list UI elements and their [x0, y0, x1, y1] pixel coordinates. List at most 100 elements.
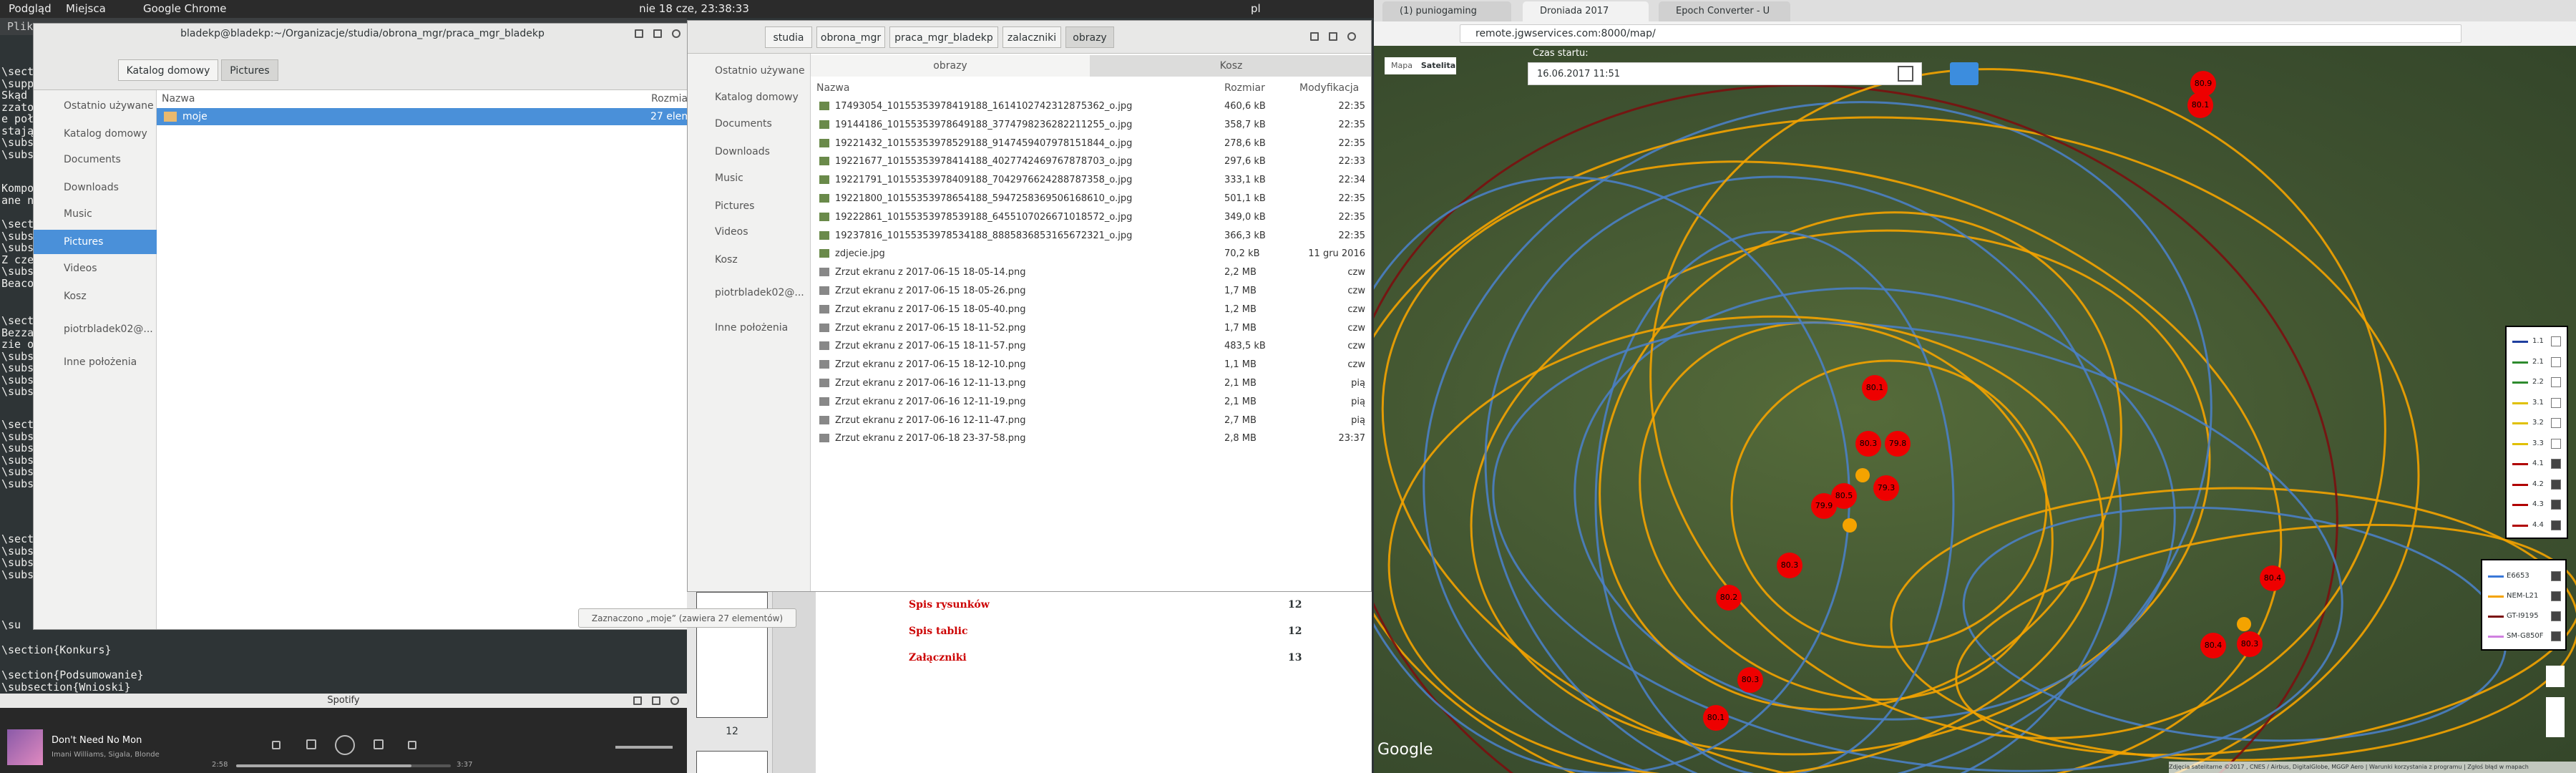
device-checkbox[interactable]: [2551, 591, 2561, 601]
sidebar-item[interactable]: Ostatnio używane: [64, 100, 154, 112]
sidebar-item[interactable]: Kosz: [64, 291, 87, 302]
file-row[interactable]: Zrzut ekranu z 2017-06-15 18-05-26.png 1,…: [811, 282, 1371, 300]
sidebar-item[interactable]: Videos: [715, 226, 748, 238]
sidebar-item[interactable]: piotrbladek02@...: [64, 324, 153, 335]
layer-checkbox[interactable]: [2551, 356, 2561, 367]
sidebar-item[interactable]: Documents: [64, 154, 121, 165]
track-artist[interactable]: Imani Williams, Sigala, Blonde: [52, 751, 160, 759]
map-marker[interactable]: 80.3: [1777, 553, 1802, 578]
file-row[interactable]: Zrzut ekranu z 2017-06-16 12-11-13.png 2,…: [811, 374, 1371, 392]
column-header[interactable]: Rozmiar: [1224, 82, 1265, 94]
map-marker[interactable]: 80.9: [2190, 71, 2216, 97]
window-min[interactable]: [635, 29, 643, 38]
layer-checkbox[interactable]: [2551, 520, 2561, 530]
window-max[interactable]: [652, 696, 660, 705]
file-row[interactable]: Zrzut ekranu z 2017-06-16 12-11-47.png 2,…: [811, 412, 1371, 429]
sidebar-item[interactable]: Pictures: [34, 230, 157, 254]
sidebar-item[interactable]: Music: [64, 208, 92, 220]
column-header[interactable]: Nazwa: [816, 82, 850, 94]
path-button[interactable]: Katalog domowy: [118, 59, 218, 81]
path-button[interactable]: obrazy: [1065, 26, 1114, 48]
path-button[interactable]: zalaczniki: [1002, 26, 1061, 48]
file-row[interactable]: 19221677_10155353978414188_4027742469767…: [811, 152, 1371, 170]
window-close[interactable]: [672, 29, 680, 38]
window-max[interactable]: [653, 29, 662, 38]
path-button[interactable]: studia: [765, 26, 812, 48]
map-marker[interactable]: 79.3: [1873, 475, 1899, 501]
volume-bar[interactable]: [615, 746, 673, 749]
file-row[interactable]: zdjecie.jpg 70,2 kB 11 gru 2016: [811, 245, 1371, 263]
layer-checkbox[interactable]: [2551, 418, 2561, 428]
sidebar-item[interactable]: Downloads: [64, 182, 119, 193]
layer-checkbox[interactable]: [2551, 459, 2561, 469]
file-row[interactable]: Zrzut ekranu z 2017-06-15 18-11-57.png 48…: [811, 337, 1371, 355]
sidebar-item[interactable]: Katalog domowy: [64, 128, 147, 140]
file-row[interactable]: Zrzut ekranu z 2017-06-15 18-05-40.png 1,…: [811, 301, 1371, 319]
calendar-button[interactable]: [1898, 66, 1913, 82]
track-title[interactable]: Don't Need No Mon: [52, 735, 142, 746]
map-marker[interactable]: 80.3: [1737, 667, 1763, 693]
player-control[interactable]: [408, 741, 416, 749]
map-type-button[interactable]: Mapa: [1391, 61, 1413, 70]
browser-tab[interactable]: (1) puniogaming: [1382, 1, 1511, 21]
device-checkbox[interactable]: [2551, 631, 2561, 641]
sidebar-item[interactable]: Videos: [64, 263, 97, 274]
device-checkbox[interactable]: [2551, 611, 2561, 621]
file-row[interactable]: 17493054_10155353978419188_1614102742312…: [811, 97, 1371, 115]
browser-tab[interactable]: Droniada 2017: [1523, 1, 1649, 21]
tab[interactable]: Kosz: [1090, 55, 1371, 77]
sidebar-item[interactable]: Documents: [715, 118, 772, 130]
sidebar-item[interactable]: Pictures: [715, 200, 755, 212]
player-control[interactable]: [374, 739, 384, 749]
map-marker[interactable]: 80.5: [1831, 483, 1857, 509]
file-row[interactable]: 19222861_10155353978539188_6455107026671…: [811, 208, 1371, 226]
browser-tab[interactable]: Epoch Converter - U: [1659, 1, 1790, 21]
window-close[interactable]: [670, 696, 679, 705]
zoom-control[interactable]: [2546, 697, 2565, 737]
layer-checkbox[interactable]: [2551, 397, 2561, 408]
pegman[interactable]: [2546, 666, 2565, 687]
map-marker[interactable]: 80.2: [1716, 585, 1742, 611]
layer-checkbox[interactable]: [2551, 377, 2561, 387]
layer-checkbox[interactable]: [2551, 479, 2561, 490]
tab[interactable]: obrazy: [811, 55, 1090, 77]
clock[interactable]: nie 18 cze, 23:38:33: [639, 2, 749, 15]
map-marker[interactable]: 79.8: [1885, 431, 1911, 457]
file-row[interactable]: 19221791_10155353978409188_7042976624288…: [811, 171, 1371, 189]
sidebar-item[interactable]: Katalog domowy: [715, 92, 799, 103]
path-button[interactable]: Pictures: [221, 59, 278, 81]
map-marker[interactable]: 80.1: [1862, 375, 1888, 401]
file-row[interactable]: 19221432_10155353978529188_9147459407978…: [811, 135, 1371, 152]
layer-checkbox[interactable]: [2551, 438, 2561, 449]
file-row[interactable]: Zrzut ekranu z 2017-06-18 23-37-58.png 2,…: [811, 429, 1371, 447]
map-marker[interactable]: 80.4: [2200, 633, 2226, 658]
file-row[interactable]: Zrzut ekranu z 2017-06-15 18-12-10.png 1,…: [811, 356, 1371, 374]
sidebar-item[interactable]: piotrbladek02@...: [715, 287, 804, 298]
top-menu[interactable]: Podgląd: [9, 2, 52, 15]
sidebar-item[interactable]: Inne położenia: [64, 356, 137, 368]
path-button[interactable]: praca_mgr_bladekp: [889, 26, 998, 48]
url[interactable]: remote.jgwservices.com:8000/map/: [1475, 28, 1656, 39]
top-menu[interactable]: Google Chrome: [143, 2, 227, 15]
sidebar-item[interactable]: Inne położenia: [715, 322, 789, 334]
column-header[interactable]: Modyfikacja: [1299, 82, 1360, 94]
player-control[interactable]: [272, 741, 280, 749]
map-marker[interactable]: 80.1: [1703, 705, 1729, 731]
file-row[interactable]: 19237816_10155353978534188_8885836853165…: [811, 227, 1371, 245]
file-row[interactable]: Zrzut ekranu z 2017-06-15 18-05-14.png 2,…: [811, 263, 1371, 281]
sidebar-item[interactable]: Ostatnio używane: [715, 65, 805, 77]
file-row[interactable]: 19144186_10155353978649188_3774798236282…: [811, 116, 1371, 134]
file-row[interactable]: moje 27 elem: [157, 108, 690, 125]
address-bar[interactable]: [1460, 24, 2462, 43]
keyboard-layout[interactable]: pl: [1251, 2, 1261, 15]
terminal-menu[interactable]: Plik: [7, 20, 34, 33]
map-marker[interactable]: 80.4: [2260, 565, 2285, 591]
layer-checkbox[interactable]: [2551, 500, 2561, 510]
window-close[interactable]: [1347, 32, 1356, 41]
sidebar-item[interactable]: Downloads: [715, 146, 770, 157]
layer-checkbox[interactable]: [2551, 336, 2561, 346]
column-header[interactable]: Rozmiar: [651, 93, 691, 104]
toc-entry[interactable]: Spis tablic: [909, 626, 968, 637]
file-row[interactable]: 19221800_10155353978654188_5947258369506…: [811, 190, 1371, 208]
map-marker[interactable]: 80.3: [2237, 631, 2263, 657]
